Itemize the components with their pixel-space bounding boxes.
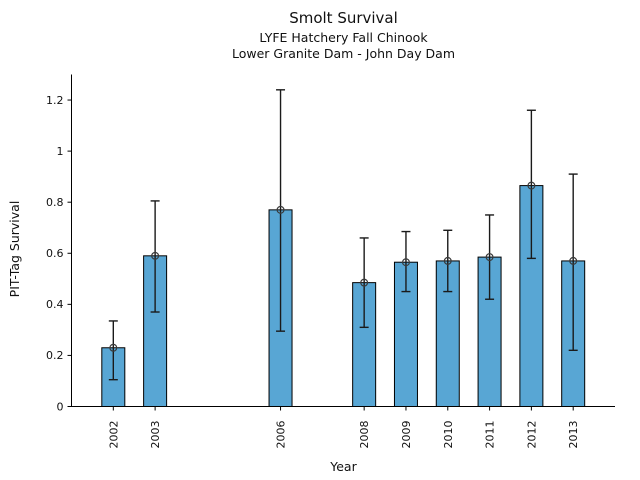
mean-marker-2006 (276, 205, 285, 214)
y-tick-label: 1.2 (46, 94, 64, 107)
mean-marker-2012 (527, 181, 536, 190)
y-tick-label: 0.2 (46, 349, 64, 362)
y-tick-label: 0 (57, 400, 64, 413)
mean-marker-2011 (485, 253, 494, 262)
mean-marker-2002 (109, 343, 118, 352)
x-tick-label-2002: 2002 (107, 421, 120, 449)
chart-subtitle-line1: LYFE Hatchery Fall Chinook (259, 30, 428, 45)
y-tick-label: 0.4 (46, 298, 64, 311)
mean-marker-2009 (401, 258, 410, 267)
mean-marker-2003 (151, 251, 160, 260)
x-axis-label: Year (330, 459, 357, 474)
mean-marker-2010 (443, 256, 452, 265)
x-tick-label-2009: 2009 (400, 421, 413, 449)
y-tick-label: 0.6 (46, 247, 64, 260)
x-tick-label-2010: 2010 (442, 421, 455, 449)
chart-subtitle-line2: Lower Granite Dam - John Day Dam (231, 46, 456, 61)
chart-title: Smolt Survival (289, 9, 398, 27)
mean-marker-2008 (360, 278, 369, 287)
x-tick-label-2006: 2006 (275, 421, 288, 449)
x-tick-label-2008: 2008 (358, 421, 371, 449)
x-tick-label-2013: 2013 (567, 421, 580, 449)
y-tick-label: 1 (57, 145, 64, 158)
mean-marker-2013 (569, 256, 578, 265)
x-tick-label-2012: 2012 (525, 421, 538, 449)
x-tick-label-2011: 2011 (484, 420, 497, 448)
y-tick-label: 0.8 (46, 196, 64, 209)
x-tick-label-2003: 2003 (149, 421, 162, 449)
